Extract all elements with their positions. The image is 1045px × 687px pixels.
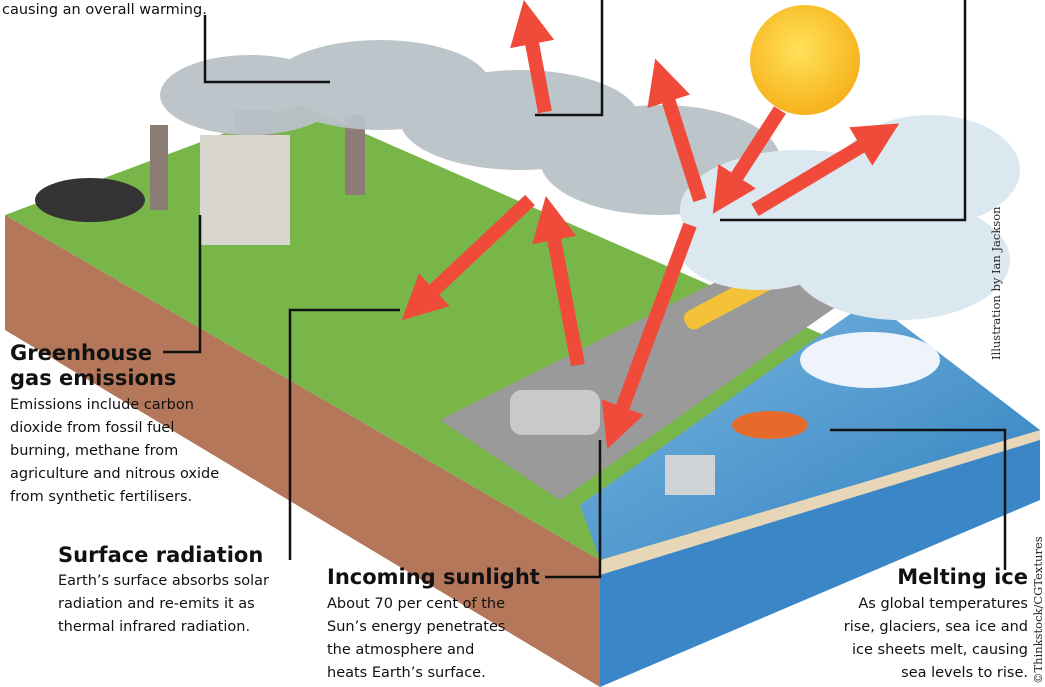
incoming-sunlight-title: Incoming sunlight: [327, 565, 540, 589]
melting-ice-title: Melting ice: [897, 565, 1028, 589]
illustration-credit: Illustration by Ian Jackson: [989, 206, 1003, 360]
photo-credit: ©Thinkstock/CGTextures: [1031, 536, 1045, 684]
surface-radiation-body: radiation and re-emits it as: [58, 596, 255, 612]
surface-radiation-body: Earth’s surface absorbs solar: [58, 573, 269, 589]
diagram: causing an overall warming. Greenhouse g…: [0, 0, 1045, 687]
melting-ice-body: As global temperatures: [858, 596, 1028, 612]
greenhouse-body: dioxide from fossil fuel: [10, 420, 174, 436]
surface-radiation-title: Surface radiation: [58, 543, 263, 567]
greenhouse-body: agriculture and nitrous oxide: [10, 466, 219, 482]
greenhouse-title: gas emissions: [10, 366, 176, 390]
house: [665, 455, 715, 495]
greenhouse-body: from synthetic fertilisers.: [10, 489, 192, 505]
greenhouse-title: Greenhouse: [10, 341, 152, 365]
incoming-sunlight-body: the atmosphere and: [327, 642, 474, 658]
surface-radiation-body: thermal infrared radiation.: [58, 619, 250, 635]
greenhouse-body: burning, methane from: [10, 443, 178, 459]
factory: [200, 135, 290, 245]
boat: [732, 411, 808, 439]
car: [510, 390, 600, 435]
page: {"intro": {"lines": ["causing an overall…: [0, 0, 1045, 687]
greenhouse-body: Emissions include carbon: [10, 397, 194, 413]
coal-pile: [35, 178, 145, 222]
intro-text: causing an overall warming.: [2, 2, 207, 18]
sun: [750, 5, 860, 115]
incoming-sunlight-body: Sun’s energy penetrates: [327, 619, 505, 635]
melting-ice-body: rise, glaciers, sea ice and: [844, 619, 1028, 635]
melting-ice-body: sea levels to rise.: [901, 665, 1028, 681]
ice-floe: [800, 332, 940, 388]
melting-ice-body: ice sheets melt, causing: [852, 642, 1028, 658]
chimney: [150, 125, 168, 210]
incoming-sunlight-body: heats Earth’s surface.: [327, 665, 486, 681]
incoming-sunlight-body: About 70 per cent of the: [327, 596, 505, 612]
